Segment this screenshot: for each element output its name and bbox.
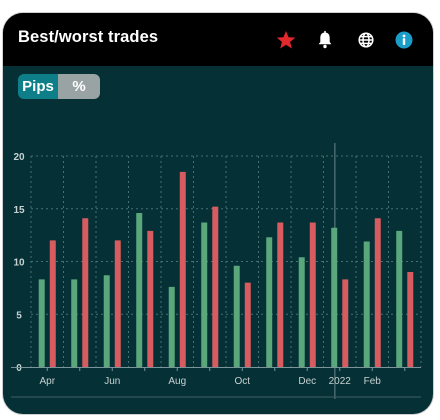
pips-toggle-button[interactable]: Pips <box>18 74 58 99</box>
worst-trade-bar <box>309 222 316 367</box>
worst-trade-bar <box>212 206 219 367</box>
info-icon[interactable] <box>393 29 415 51</box>
worst-trade-bar <box>82 218 89 367</box>
best-worst-trades-chart: 0 5 10 15 20 Apr Jun Aug Oct Dec 2022 Feb <box>11 143 422 399</box>
pips-percent-toggle: Pips % <box>18 74 100 99</box>
card-header: Best/worst trades <box>3 13 433 66</box>
worst-trade-bar <box>147 230 154 367</box>
best-trade-bar <box>233 265 240 367</box>
best-trade-bar <box>396 230 403 367</box>
page-title: Best/worst trades <box>18 28 159 46</box>
best-trade-bar <box>168 286 175 367</box>
x-tick-label: 2022 <box>329 376 352 387</box>
best-trade-bar <box>201 222 208 367</box>
worst-trade-bar <box>374 218 381 367</box>
best-trade-bar <box>298 257 305 367</box>
star-icon[interactable] <box>275 29 297 51</box>
y-tick-label: 15 <box>13 205 25 216</box>
worst-trade-bar <box>407 272 414 367</box>
best-trade-bar <box>266 237 273 367</box>
worst-trade-bar <box>179 171 186 367</box>
percent-toggle-button[interactable]: % <box>58 74 100 99</box>
x-tick-label: Feb <box>364 376 382 387</box>
bell-icon[interactable] <box>314 29 336 51</box>
globe-icon[interactable] <box>355 29 377 51</box>
worst-trade-bar <box>277 222 284 367</box>
x-tick-label: Oct <box>234 376 250 387</box>
best-trade-bar <box>331 227 338 367</box>
worst-trade-bar <box>49 240 56 367</box>
worst-trade-bar <box>244 282 251 367</box>
best-trade-bar <box>136 212 143 367</box>
y-tick-label: 5 <box>16 310 22 321</box>
x-tick-label: Dec <box>298 376 316 387</box>
x-tick-label: Aug <box>168 376 186 387</box>
best-trade-bar <box>363 241 370 367</box>
worst-trade-bar <box>114 240 121 367</box>
best-worst-trades-card: Best/worst trades Pips % 0 5 <box>3 13 433 414</box>
best-trade-bar <box>103 275 110 367</box>
x-tick-label: Jun <box>104 376 120 387</box>
best-trade-bar <box>71 279 78 367</box>
y-tick-label: 0 <box>16 363 22 374</box>
y-tick-label: 10 <box>13 258 25 269</box>
worst-trade-bar <box>342 279 349 367</box>
best-trade-bar <box>38 279 45 367</box>
x-tick-label: Apr <box>39 376 55 387</box>
y-tick-label: 20 <box>13 152 25 163</box>
